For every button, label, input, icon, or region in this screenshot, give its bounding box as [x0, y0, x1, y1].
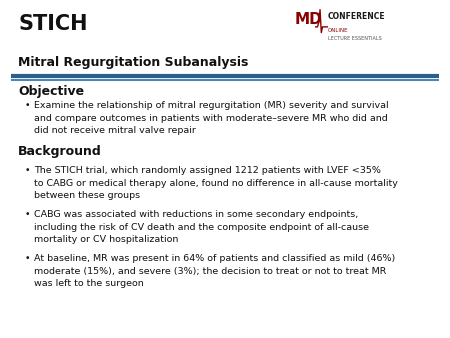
Text: CABG was associated with reductions in some secondary endpoints,
including the r: CABG was associated with reductions in s… — [34, 210, 369, 244]
Text: Mitral Regurgitation Subanalysis: Mitral Regurgitation Subanalysis — [18, 56, 248, 69]
Text: •: • — [25, 254, 30, 263]
Text: Examine the relationship of mitral regurgitation (MR) severity and survival
and : Examine the relationship of mitral regur… — [34, 101, 388, 136]
Text: CONFERENCE: CONFERENCE — [328, 12, 385, 21]
Text: LECTURE ESSENTIALS: LECTURE ESSENTIALS — [328, 36, 381, 41]
Text: •: • — [25, 101, 30, 111]
Text: The STICH trial, which randomly assigned 1212 patients with LVEF <35%
to CABG or: The STICH trial, which randomly assigned… — [34, 166, 398, 200]
Text: Background: Background — [18, 145, 102, 158]
Text: •: • — [25, 210, 30, 219]
Text: •: • — [25, 166, 30, 175]
Text: ONLINE: ONLINE — [328, 28, 348, 33]
Text: MD: MD — [295, 12, 323, 27]
Text: STICH: STICH — [18, 14, 87, 33]
Text: Objective: Objective — [18, 85, 84, 98]
Text: At baseline, MR was present in 64% of patients and classified as mild (46%)
mode: At baseline, MR was present in 64% of pa… — [34, 254, 395, 288]
